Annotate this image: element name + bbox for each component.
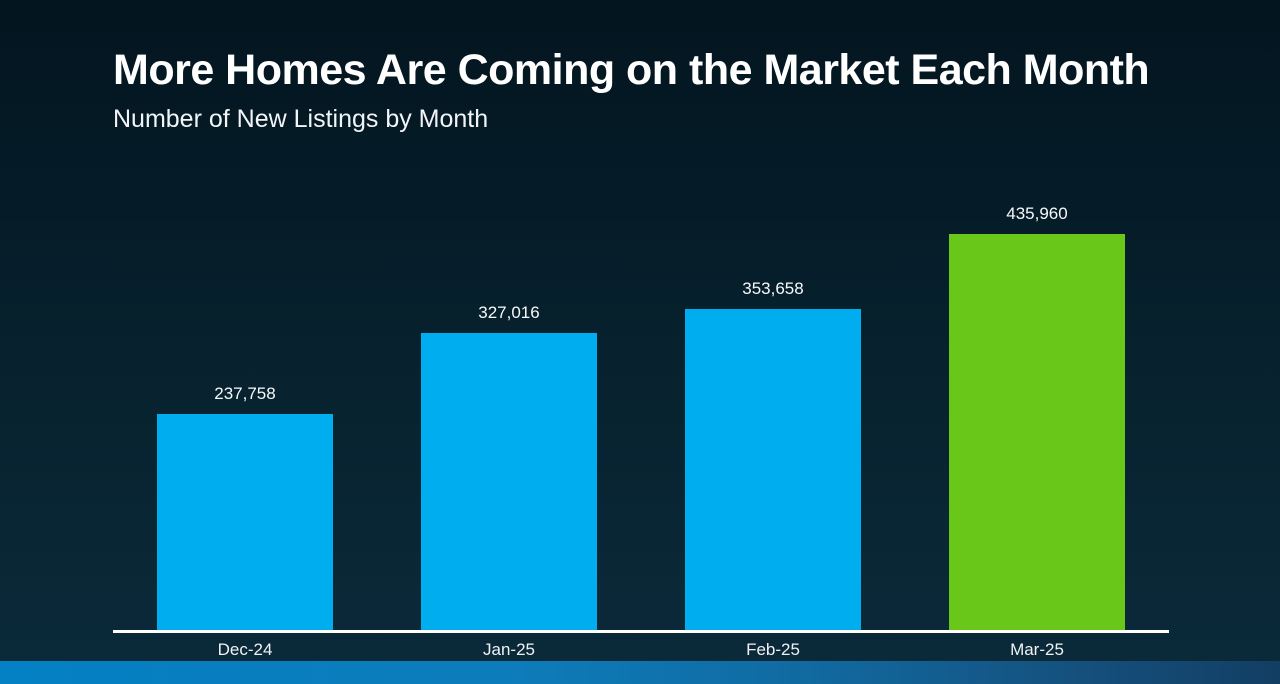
x-axis-label: Jan-25 [483,640,535,659]
bar-value-label: 237,758 [214,384,276,403]
bar-rect-feb-25 [685,309,861,630]
bar-rect-jan-25 [421,333,597,630]
bar-value-label: 327,016 [478,303,540,322]
bar-group-jan-25: 327,016 [377,0,641,630]
bar-chart: 237,758 327,016 353,658 435,960 Dec-24 Jan-2… [113,0,1169,684]
bar-group-feb-25: 353,658 [641,0,905,630]
x-axis-line [113,630,1169,633]
x-axis-labels: Dec-24 Jan-25 Feb-25 Mar-25 [113,640,1169,660]
x-axis-label: Dec-24 [217,640,273,659]
chart-title: More Homes Are Coming on the Market Each… [113,46,1150,94]
bar-group-mar-25: 435,960 [905,0,1169,630]
x-axis-label: Feb-25 [746,640,800,659]
bars-container: 237,758 327,016 353,658 435,960 [113,0,1169,630]
bar-rect-dec-24 [157,414,333,630]
chart-subtitle: Number of New Listings by Month [113,105,489,133]
x-axis-label: Mar-25 [1010,640,1064,659]
bottom-accent-stripe [0,661,1280,684]
bar-value-label: 353,658 [742,279,804,298]
bar-value-label: 435,960 [1006,204,1068,223]
bar-rect-mar-25 [949,234,1125,630]
bar-group-dec-24: 237,758 [113,0,377,630]
